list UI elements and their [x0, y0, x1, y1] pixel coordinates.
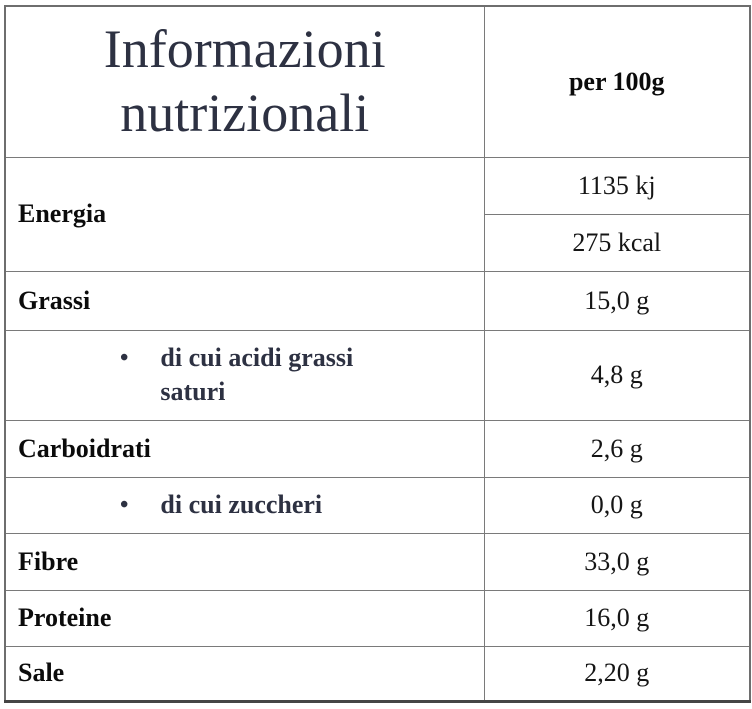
value-energia-kj: 1135 kj	[483, 156, 751, 215]
row-label-zuccheri: • di cui zuccheri	[4, 476, 485, 534]
table-row-sale: Sale 2,20 g	[4, 645, 751, 702]
bullet-icon: •	[120, 492, 129, 518]
row-label-fibre: Fibre	[4, 532, 485, 591]
value-acidi-grassi-saturi: 4,8 g	[483, 329, 751, 421]
table-title: Informazioni nutrizionali	[4, 5, 485, 158]
row-label-sale: Sale	[4, 645, 485, 702]
sub-item-label: di cui acidi grassi saturi	[160, 343, 354, 406]
sub-item: • di cui zuccheri	[6, 488, 483, 522]
table-row-proteine: Proteine 16,0 g	[4, 589, 751, 647]
table-row-energia: Energia 1135 kj	[4, 156, 751, 272]
sub-item: • di cui acidi grassi saturi	[6, 341, 483, 409]
value-energia-kcal: 275 kcal	[483, 213, 751, 272]
row-label-proteine: Proteine	[4, 589, 485, 647]
table-row-zuccheri: • di cui zuccheri 0,0 g	[4, 476, 751, 534]
row-label-grassi: Grassi	[4, 270, 485, 331]
table-row-energia-kcal: 275 kcal	[5, 213, 751, 272]
value-carboidrati: 2,6 g	[483, 419, 751, 478]
value-fibre: 33,0 g	[483, 532, 751, 591]
value-proteine: 16,0 g	[483, 589, 751, 647]
bullet-icon: •	[120, 345, 129, 371]
table-row-fibre: Fibre 33,0 g	[4, 532, 751, 591]
sub-item-label: di cui zuccheri	[160, 490, 323, 519]
table-row-carboidrati: Carboidrati 2,6 g	[4, 419, 751, 478]
row-label-acidi-grassi-saturi: • di cui acidi grassi saturi	[4, 329, 485, 421]
row-label-energia: Energia	[4, 156, 485, 272]
value-grassi: 15,0 g	[483, 270, 751, 331]
table-header-row: Informazioni nutrizionali per 100g	[4, 5, 751, 158]
value-zuccheri: 0,0 g	[483, 476, 751, 534]
table-row-grassi: Grassi 15,0 g	[4, 270, 751, 331]
value-sale: 2,20 g	[483, 645, 751, 702]
table-row-acidi-grassi-saturi: • di cui acidi grassi saturi 4,8 g	[4, 329, 751, 421]
nutrition-facts-table: Informazioni nutrizionali per 100g Energ…	[4, 5, 751, 703]
row-label-carboidrati: Carboidrati	[4, 419, 485, 478]
column-header-per-100g: per 100g	[483, 5, 751, 158]
